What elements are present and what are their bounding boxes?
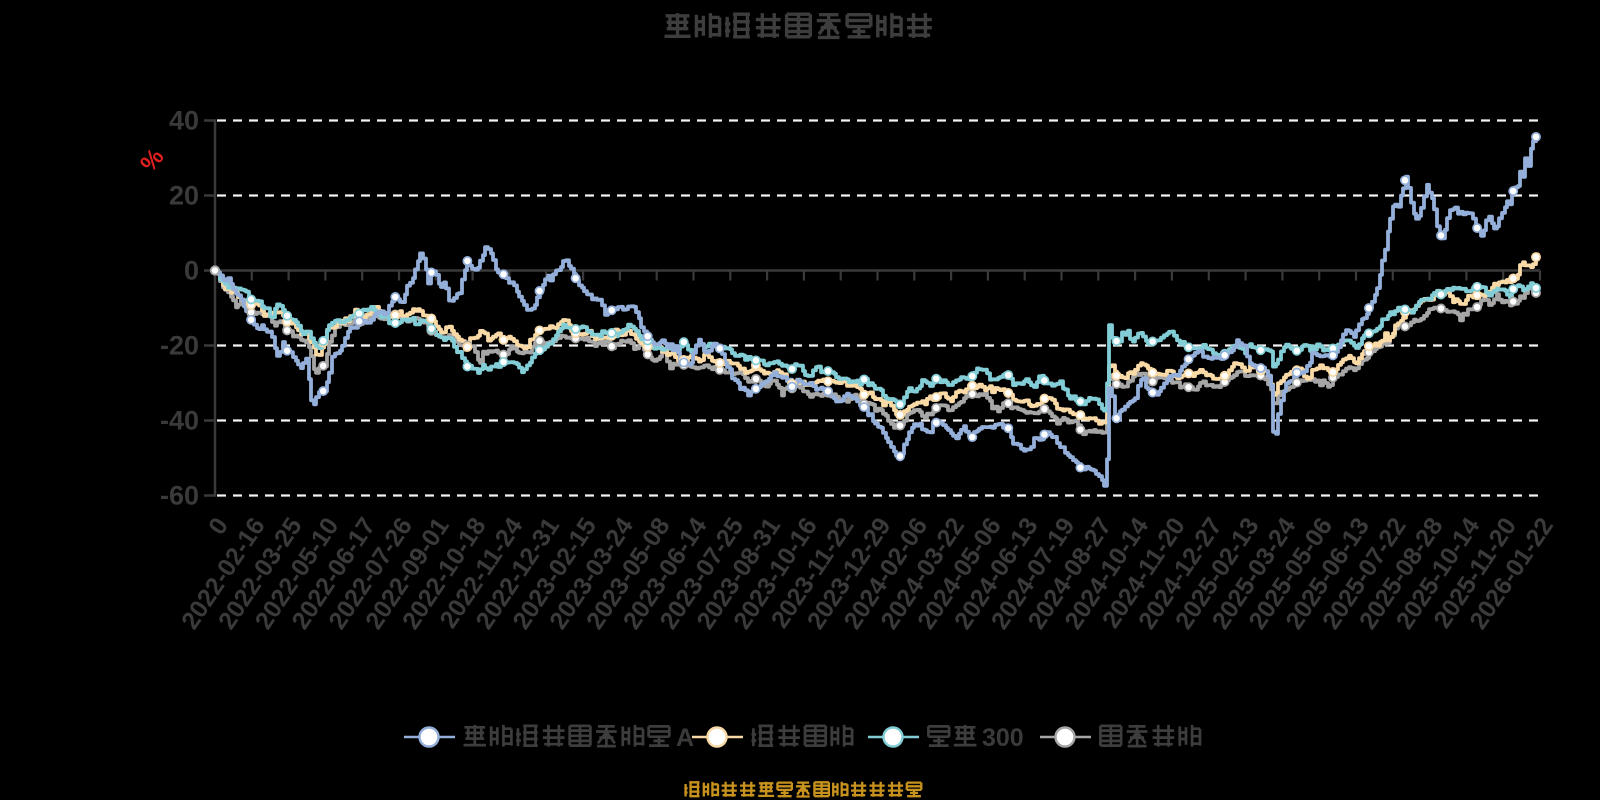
svg-text:-60: -60 (160, 481, 199, 511)
svg-text:0: 0 (184, 256, 199, 286)
svg-text:A: A (676, 724, 694, 752)
svg-text:-40: -40 (160, 406, 199, 436)
svg-text:300: 300 (982, 724, 1024, 752)
svg-text:-20: -20 (160, 331, 199, 361)
svg-text:20: 20 (169, 181, 199, 211)
svg-text:40: 40 (169, 106, 199, 136)
